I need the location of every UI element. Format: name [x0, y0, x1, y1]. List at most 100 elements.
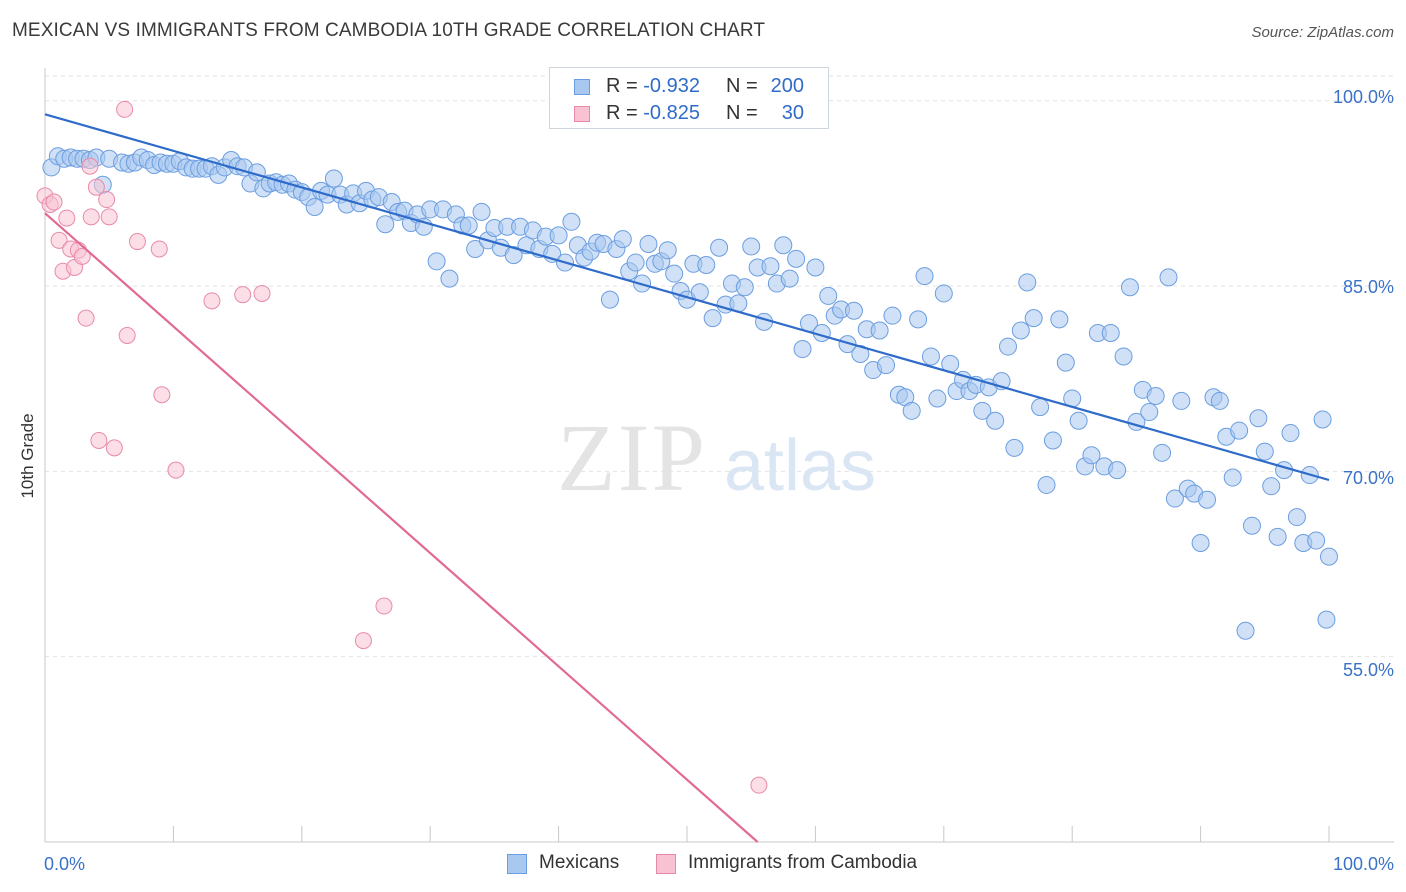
mexicans-point: [1011, 321, 1030, 340]
n-value: 30: [781, 102, 804, 124]
y-tick-label: 100.0%: [1332, 87, 1394, 107]
n-value: 200: [770, 75, 804, 97]
mexicans-point: [1317, 610, 1336, 629]
mexicans-point: [1210, 391, 1229, 410]
watermark-zip: ZIP: [557, 404, 707, 511]
cambodia-point: [50, 231, 68, 249]
mexicans-point: [1120, 278, 1139, 297]
mexicans-point: [1198, 490, 1217, 509]
mexicans-point: [787, 249, 806, 268]
cambodia-point: [105, 439, 123, 457]
mexicans-point: [883, 306, 902, 325]
mexicans-point: [1307, 531, 1326, 550]
mexicans-point: [324, 169, 343, 188]
mexicans-point: [1249, 409, 1268, 428]
mexicans-point: [973, 401, 992, 420]
mexicans-point: [1031, 398, 1050, 417]
mexicans-point: [1230, 421, 1249, 440]
mexicans-point: [934, 284, 953, 303]
mexicans-point: [472, 202, 491, 221]
mexicans-point: [710, 238, 729, 257]
mexicans-point: [774, 236, 793, 255]
mexicans-point: [1172, 391, 1191, 410]
correlation-legend: R = -0.932 N = 200 R = -0.825 N = 30: [549, 67, 829, 129]
mexicans-points: [42, 147, 1338, 640]
cambodia-point: [81, 157, 99, 175]
mexicans-point: [806, 258, 825, 277]
mexicans-point: [902, 401, 921, 420]
mexicans-point: [1255, 442, 1274, 461]
mexicans-point: [1114, 347, 1133, 366]
mexicans-point: [870, 321, 889, 340]
cambodia-point: [253, 284, 271, 302]
watermark-atlas: atlas: [724, 426, 876, 506]
y-tick-label: 70.0%: [1342, 468, 1394, 488]
mexicans-point: [761, 257, 780, 276]
mexicans-point: [1313, 410, 1332, 429]
mexicans-point: [376, 215, 395, 234]
mexicans-point: [427, 252, 446, 271]
cambodia-point: [167, 461, 185, 479]
source-label: Source: ZipAtlas.com: [1251, 24, 1394, 41]
mexicans-point: [459, 216, 478, 235]
cambodia-point: [82, 208, 100, 226]
cambodia-point: [100, 208, 118, 226]
mexicans-point: [921, 347, 940, 366]
x-tick-label: 0.0%: [44, 854, 86, 874]
mexicans-point: [1037, 475, 1056, 494]
cambodia-point: [150, 240, 168, 258]
mexicans-point: [626, 253, 645, 272]
cambodia-points: [36, 100, 768, 794]
mexicans-point: [793, 340, 812, 359]
trend-lines: [44, 113, 1330, 843]
mexicans-point: [1320, 547, 1338, 566]
mexicans-point: [1268, 527, 1287, 546]
cambodia-point: [58, 209, 76, 227]
mexicans-point: [999, 337, 1017, 356]
mexicans-point: [1005, 438, 1024, 457]
cambodia-point: [45, 193, 63, 211]
mexicans-point: [305, 197, 324, 216]
mexicans-point: [844, 301, 863, 320]
cambodia-point: [116, 100, 134, 118]
mexicans-point: [1024, 309, 1043, 328]
legend-label: Immigrants from Cambodia: [688, 852, 918, 873]
mexicans-point: [1223, 468, 1242, 487]
mexicans-point: [915, 267, 934, 286]
mexicans-point: [780, 269, 799, 288]
cambodia-point: [203, 292, 221, 310]
mexicans-point: [658, 241, 677, 260]
mexicans-point: [1281, 424, 1300, 443]
cambodia-point: [153, 386, 171, 404]
cambodia-point: [750, 776, 768, 794]
mexicans-point: [1275, 461, 1294, 480]
mexicans-point: [1242, 516, 1261, 535]
mexicans-point: [703, 309, 722, 328]
mexicans-point: [466, 239, 485, 258]
mexicans-point: [440, 269, 459, 288]
cambodia-point: [375, 597, 393, 615]
legend-swatch: [574, 79, 590, 95]
mexicans-point: [1069, 411, 1088, 430]
mexicans-point: [986, 411, 1005, 430]
mexicans-point: [819, 286, 838, 305]
series-legend: Mexicans Immigrants from Cambodia: [0, 852, 1406, 878]
mexicans-point: [838, 335, 857, 354]
mexicans-point: [1043, 431, 1062, 450]
mexicans-point: [877, 356, 896, 375]
y-axis-label: 10th Grade: [18, 413, 37, 499]
mexicans-point: [562, 212, 581, 231]
cambodia-point: [234, 286, 252, 304]
mexicans-point: [549, 226, 568, 245]
mexicans-point: [1140, 403, 1159, 422]
cambodia-point: [354, 632, 372, 650]
cambodia-point: [98, 191, 116, 209]
mexicans-point: [928, 389, 947, 408]
mexicans-trend-line: [44, 113, 1330, 482]
mexicans-point: [735, 278, 754, 297]
cambodia-point: [128, 233, 146, 251]
legend-label: Mexicans: [539, 852, 620, 873]
mexicans-point: [742, 237, 761, 256]
cambodia-point: [118, 326, 136, 344]
